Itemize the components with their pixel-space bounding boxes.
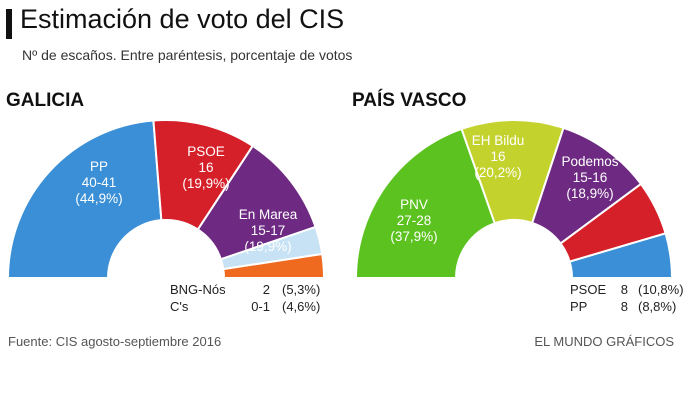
legend-seats-psoe: 8 [621, 282, 628, 297]
slice-label-pp: PP 40-41 (44,9%) [75, 159, 122, 206]
slice-pp [6, 119, 163, 279]
chart-galicia: PP 40-41 (44,9%) PSOE 16 (19,9%)En Marea 15-17… [6, 119, 326, 314]
legend-name-psoe: PSOE [570, 282, 606, 297]
source-note: Fuente: CIS agosto-septiembre 2016 [8, 334, 222, 349]
slice-label-psoe: PSOE 16 (19,9%) [182, 144, 229, 191]
legend-pct-bng-nos: (5,3%) [282, 282, 320, 297]
chart-pais-vasco: PNV 27-28 (37,9%) EH Bildu 16 (20,2%) Podemos 1… [354, 119, 684, 314]
slice-pnv [354, 127, 497, 279]
chart-title-galicia: GALICIA [6, 90, 85, 111]
page-title: Estimación de voto del CIS [20, 4, 345, 34]
chart-title-pais-vasco: PAÍS VASCO [352, 90, 467, 111]
legend-pct-pp: (8,8%) [638, 299, 676, 314]
slice-label-pnv: PNV 27-28 (37,9%) [390, 197, 437, 244]
title-accent-bar [6, 9, 12, 39]
legend-name-pp: PP [570, 299, 587, 314]
legend-seats-c-s: 0-1 [251, 299, 270, 314]
chart-baseline [6, 278, 326, 282]
page-subtitle: Nº de escaños. Entre paréntesis, porcent… [22, 47, 353, 63]
legend-seats-pp: 8 [621, 299, 628, 314]
legend-pct-c-s: (4,6%) [282, 299, 320, 314]
slice-label-en-marea: En Marea 15-17 (19,9%) [239, 207, 298, 254]
slice-label-eh-bildu: EH Bildu 16 (20,2%) [472, 133, 525, 180]
legend-pct-psoe: (10,8%) [638, 282, 684, 297]
credit-note: EL MUNDO GRÁFICOS [534, 334, 674, 349]
slice-label-podemos: Podemos 15-16 (18,9%) [561, 154, 618, 201]
legend-name-bng-nos: BNG-Nós [170, 282, 226, 297]
legend-name-c-s: C's [170, 299, 189, 314]
chart-baseline [354, 278, 674, 282]
legend-seats-bng-nos: 2 [263, 282, 270, 297]
